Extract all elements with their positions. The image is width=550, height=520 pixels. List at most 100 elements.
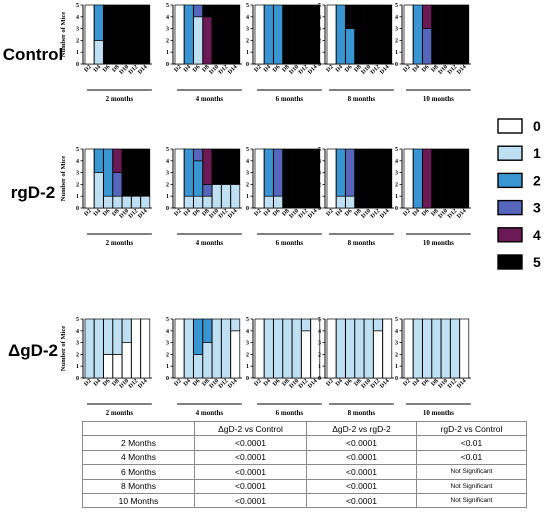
y-tick-label: 1: [166, 50, 169, 56]
y-tick-label: 1: [318, 364, 321, 370]
table-header-cell: ΔgD-2 vs rgD-2: [306, 420, 417, 437]
y-tick-label: 1: [76, 364, 79, 370]
bar-segment: [103, 318, 113, 355]
bar-segment: [263, 318, 274, 379]
y-tick-label: 4: [318, 159, 321, 165]
y-tick-label: 3: [166, 27, 169, 33]
x-tick-label: D14: [227, 64, 239, 76]
table-cell: <0.01: [416, 435, 527, 451]
bar-segment: [282, 4, 293, 65]
y-tick-label: 3: [246, 27, 249, 33]
bar-segment: [282, 318, 293, 379]
period-label: 2 months: [106, 239, 134, 247]
bar-segment: [121, 4, 132, 65]
period-label: 2 months: [106, 95, 134, 103]
y-tick-label: 5: [318, 147, 321, 153]
bar-segment: [112, 148, 123, 173]
bar-segment: [310, 318, 321, 379]
bar-segment: [84, 4, 95, 65]
period-label: 2 months: [106, 409, 134, 417]
x-tick-label: D4: [183, 378, 192, 387]
bar-segment: [263, 148, 274, 197]
bar-segment: [202, 195, 213, 209]
x-tick-label: D2: [325, 378, 334, 387]
x-tick-label: D14: [456, 378, 468, 390]
x-tick-label: D2: [402, 208, 411, 217]
y-tick-label: 0: [246, 62, 249, 68]
table-row: 2 Months <0.0001 <0.0001 <0.01: [82, 435, 527, 451]
y-tick-label: 2: [395, 182, 398, 188]
bar-segment: [282, 148, 293, 209]
x-tick-label: D8: [353, 64, 362, 73]
y-tick-label: 5: [246, 317, 249, 323]
y-tick-label: 3: [246, 341, 249, 347]
y-axis-label: Number of Mice: [60, 156, 67, 201]
y-tick-label: 2: [246, 352, 249, 358]
y-tick-label: 1: [395, 50, 398, 56]
x-tick-label: D8: [201, 64, 210, 73]
x-tick-label: D6: [421, 208, 430, 217]
x-tick-label: D2: [402, 378, 411, 387]
legend-swatch: [497, 199, 523, 216]
bar-segment: [121, 342, 132, 379]
y-tick-label: 4: [318, 329, 321, 335]
bar-segment: [345, 148, 355, 197]
x-tick-label: D2: [83, 64, 92, 73]
table-cell: 4 Months: [82, 449, 195, 466]
bar-segment: [354, 4, 365, 65]
x-tick-label: D2: [83, 208, 92, 217]
x-tick-label: D10: [209, 64, 221, 76]
legend-swatch: [497, 254, 523, 270]
x-tick-label: D12: [218, 64, 230, 76]
bar-segment: [373, 318, 383, 332]
y-tick-label: 0: [318, 206, 321, 212]
x-tick-label: D8: [430, 378, 439, 387]
bar-segment: [131, 4, 141, 65]
y-tick-label: 1: [76, 194, 79, 200]
x-tick-label: D12: [218, 208, 230, 220]
x-tick-label: D14: [456, 64, 468, 76]
table-cell: 6 Months: [82, 464, 195, 480]
y-tick-label: 5: [76, 147, 79, 153]
y-tick-label: 0: [166, 206, 169, 212]
table-cell: <0.0001: [306, 449, 417, 466]
x-tick-label: D4: [93, 378, 102, 387]
bar-segment: [183, 318, 194, 379]
x-tick-label: D8: [430, 208, 439, 217]
bar-segment: [140, 4, 151, 65]
y-tick-label: 1: [246, 194, 249, 200]
x-tick-label: D4: [263, 64, 272, 73]
bar-segment: [412, 148, 423, 209]
x-tick-label: D14: [379, 378, 391, 390]
bar-segment: [202, 318, 213, 343]
row-label: ΔgD-2: [8, 341, 58, 360]
x-tick-label: D12: [370, 208, 382, 220]
bar-segment: [263, 195, 274, 209]
x-tick-label: D10: [289, 378, 301, 390]
y-tick-label: 2: [395, 38, 398, 44]
y-tick-label: 3: [318, 341, 321, 347]
bar-segment: [459, 4, 470, 65]
y-tick-label: 2: [318, 182, 321, 188]
x-tick-label: D4: [93, 208, 102, 217]
x-tick-label: D14: [456, 208, 468, 220]
y-tick-label: 2: [166, 352, 169, 358]
table-cell: 10 Months: [82, 492, 195, 509]
bar-segment: [273, 195, 283, 209]
y-tick-label: 0: [395, 62, 398, 68]
bar-segment: [112, 4, 123, 65]
bar-segment: [121, 318, 132, 343]
bar-segment: [263, 4, 274, 65]
bar-segment: [230, 330, 241, 379]
bar-segment: [221, 4, 231, 65]
x-tick-label: D10: [361, 64, 373, 76]
bar-segment: [422, 28, 432, 65]
bar-segment: [301, 318, 311, 332]
bar-segment: [131, 318, 141, 379]
y-tick-label: 5: [246, 147, 249, 153]
bar-segment: [450, 148, 460, 209]
x-tick-label: D8: [353, 378, 362, 387]
x-tick-label: D6: [192, 208, 201, 217]
period-label: 8 months: [348, 409, 376, 417]
y-tick-label: 5: [166, 317, 169, 323]
